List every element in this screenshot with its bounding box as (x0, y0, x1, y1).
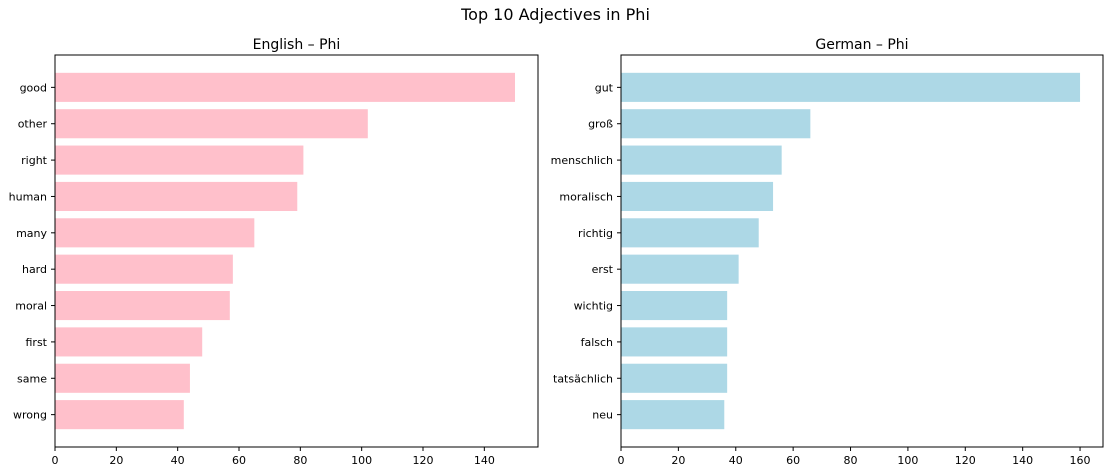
english-y-tick-label: moral (15, 300, 47, 313)
english-y-tick-label: right (21, 154, 48, 167)
english-x-axis: 0 20 40 60 80 100 120 140 (52, 447, 495, 467)
german-x-tick-label: 140 (1012, 454, 1033, 467)
german-y-tick-label: falsch (581, 336, 613, 349)
german-y-tick-label: erst (592, 263, 614, 276)
english-x-tick-label: 80 (293, 454, 307, 467)
figure-title: Top 10 Adjectives in Phi (460, 5, 650, 24)
english-chart-title: English – Phi (253, 37, 341, 53)
english-x-tick-label: 20 (109, 454, 123, 467)
german-x-tick-label: 0 (618, 454, 625, 467)
german-bar-neu (621, 400, 725, 430)
english-bar-moral (55, 291, 230, 321)
german-bar-tatsächlich (621, 363, 728, 393)
english-bars (55, 72, 515, 430)
english-x-tick-label: 60 (232, 454, 246, 467)
german-chart-title: German – Phi (815, 37, 908, 53)
english-bar-good (55, 72, 515, 102)
german-y-tick-label: richtig (578, 227, 613, 240)
german-x-tick-label: 120 (955, 454, 976, 467)
german-bar-gut (621, 72, 1081, 102)
english-plot-frame (54, 54, 539, 448)
english-bar-human (55, 181, 298, 211)
german-y-tick-label: moralisch (559, 190, 613, 203)
english-bar-first (55, 327, 203, 357)
english-bar-right (55, 145, 304, 175)
german-bar-richtig (621, 218, 759, 248)
english-y-tick-label: other (18, 118, 48, 131)
german-bar-menschlich (621, 145, 782, 175)
german-plot-frame (620, 54, 1104, 448)
german-x-tick-label: 20 (671, 454, 685, 467)
german-y-tick-label: groß (588, 118, 613, 131)
english-y-tick-label: hard (22, 263, 47, 276)
german-y-axis: gut groß menschlich moralisch richtig erst wic… (551, 81, 621, 422)
german-bar-groß (621, 109, 811, 139)
english-bar-hard (55, 254, 233, 284)
german-y-tick-label: gut (595, 81, 614, 94)
german-bar-erst (621, 254, 739, 284)
english-bar-other (55, 109, 368, 139)
english-x-tick-label: 100 (351, 454, 372, 467)
english-y-tick-label: human (9, 190, 47, 203)
english-y-tick-label: good (20, 81, 47, 94)
english-y-tick-label: many (16, 227, 47, 240)
german-y-tick-label: tatsächlich (553, 372, 613, 385)
english-y-tick-label: same (17, 372, 47, 385)
german-bar-wichtig (621, 291, 728, 321)
german-x-tick-label: 80 (844, 454, 858, 467)
english-y-axis: good other right human many hard moral first sam… (9, 81, 55, 422)
german-y-tick-label: wichtig (574, 300, 613, 313)
german-x-tick-label: 160 (1070, 454, 1091, 467)
german-bar-moralisch (621, 181, 774, 211)
english-x-tick-label: 40 (171, 454, 185, 467)
english-x-tick-label: 120 (413, 454, 434, 467)
english-bar-same (55, 363, 190, 393)
english-y-tick-label: first (26, 336, 48, 349)
english-x-tick-label: 0 (52, 454, 59, 467)
german-y-tick-label: neu (592, 409, 613, 422)
english-y-tick-label: wrong (13, 409, 47, 422)
english-bar-wrong (55, 400, 184, 430)
german-x-tick-label: 100 (897, 454, 918, 467)
german-x-axis: 0 20 40 60 80 100 120 140 160 (618, 447, 1091, 467)
german-chart: German – Phi gut groß menschlich moralisch r… (551, 37, 1104, 467)
english-bar-many (55, 218, 255, 248)
german-y-tick-label: menschlich (551, 154, 613, 167)
english-x-tick-label: 140 (474, 454, 495, 467)
german-bars (621, 72, 1081, 430)
german-x-tick-label: 40 (729, 454, 743, 467)
english-chart: English – Phi good other right human many har… (9, 37, 539, 467)
german-x-tick-label: 60 (786, 454, 800, 467)
german-bar-falsch (621, 327, 728, 357)
